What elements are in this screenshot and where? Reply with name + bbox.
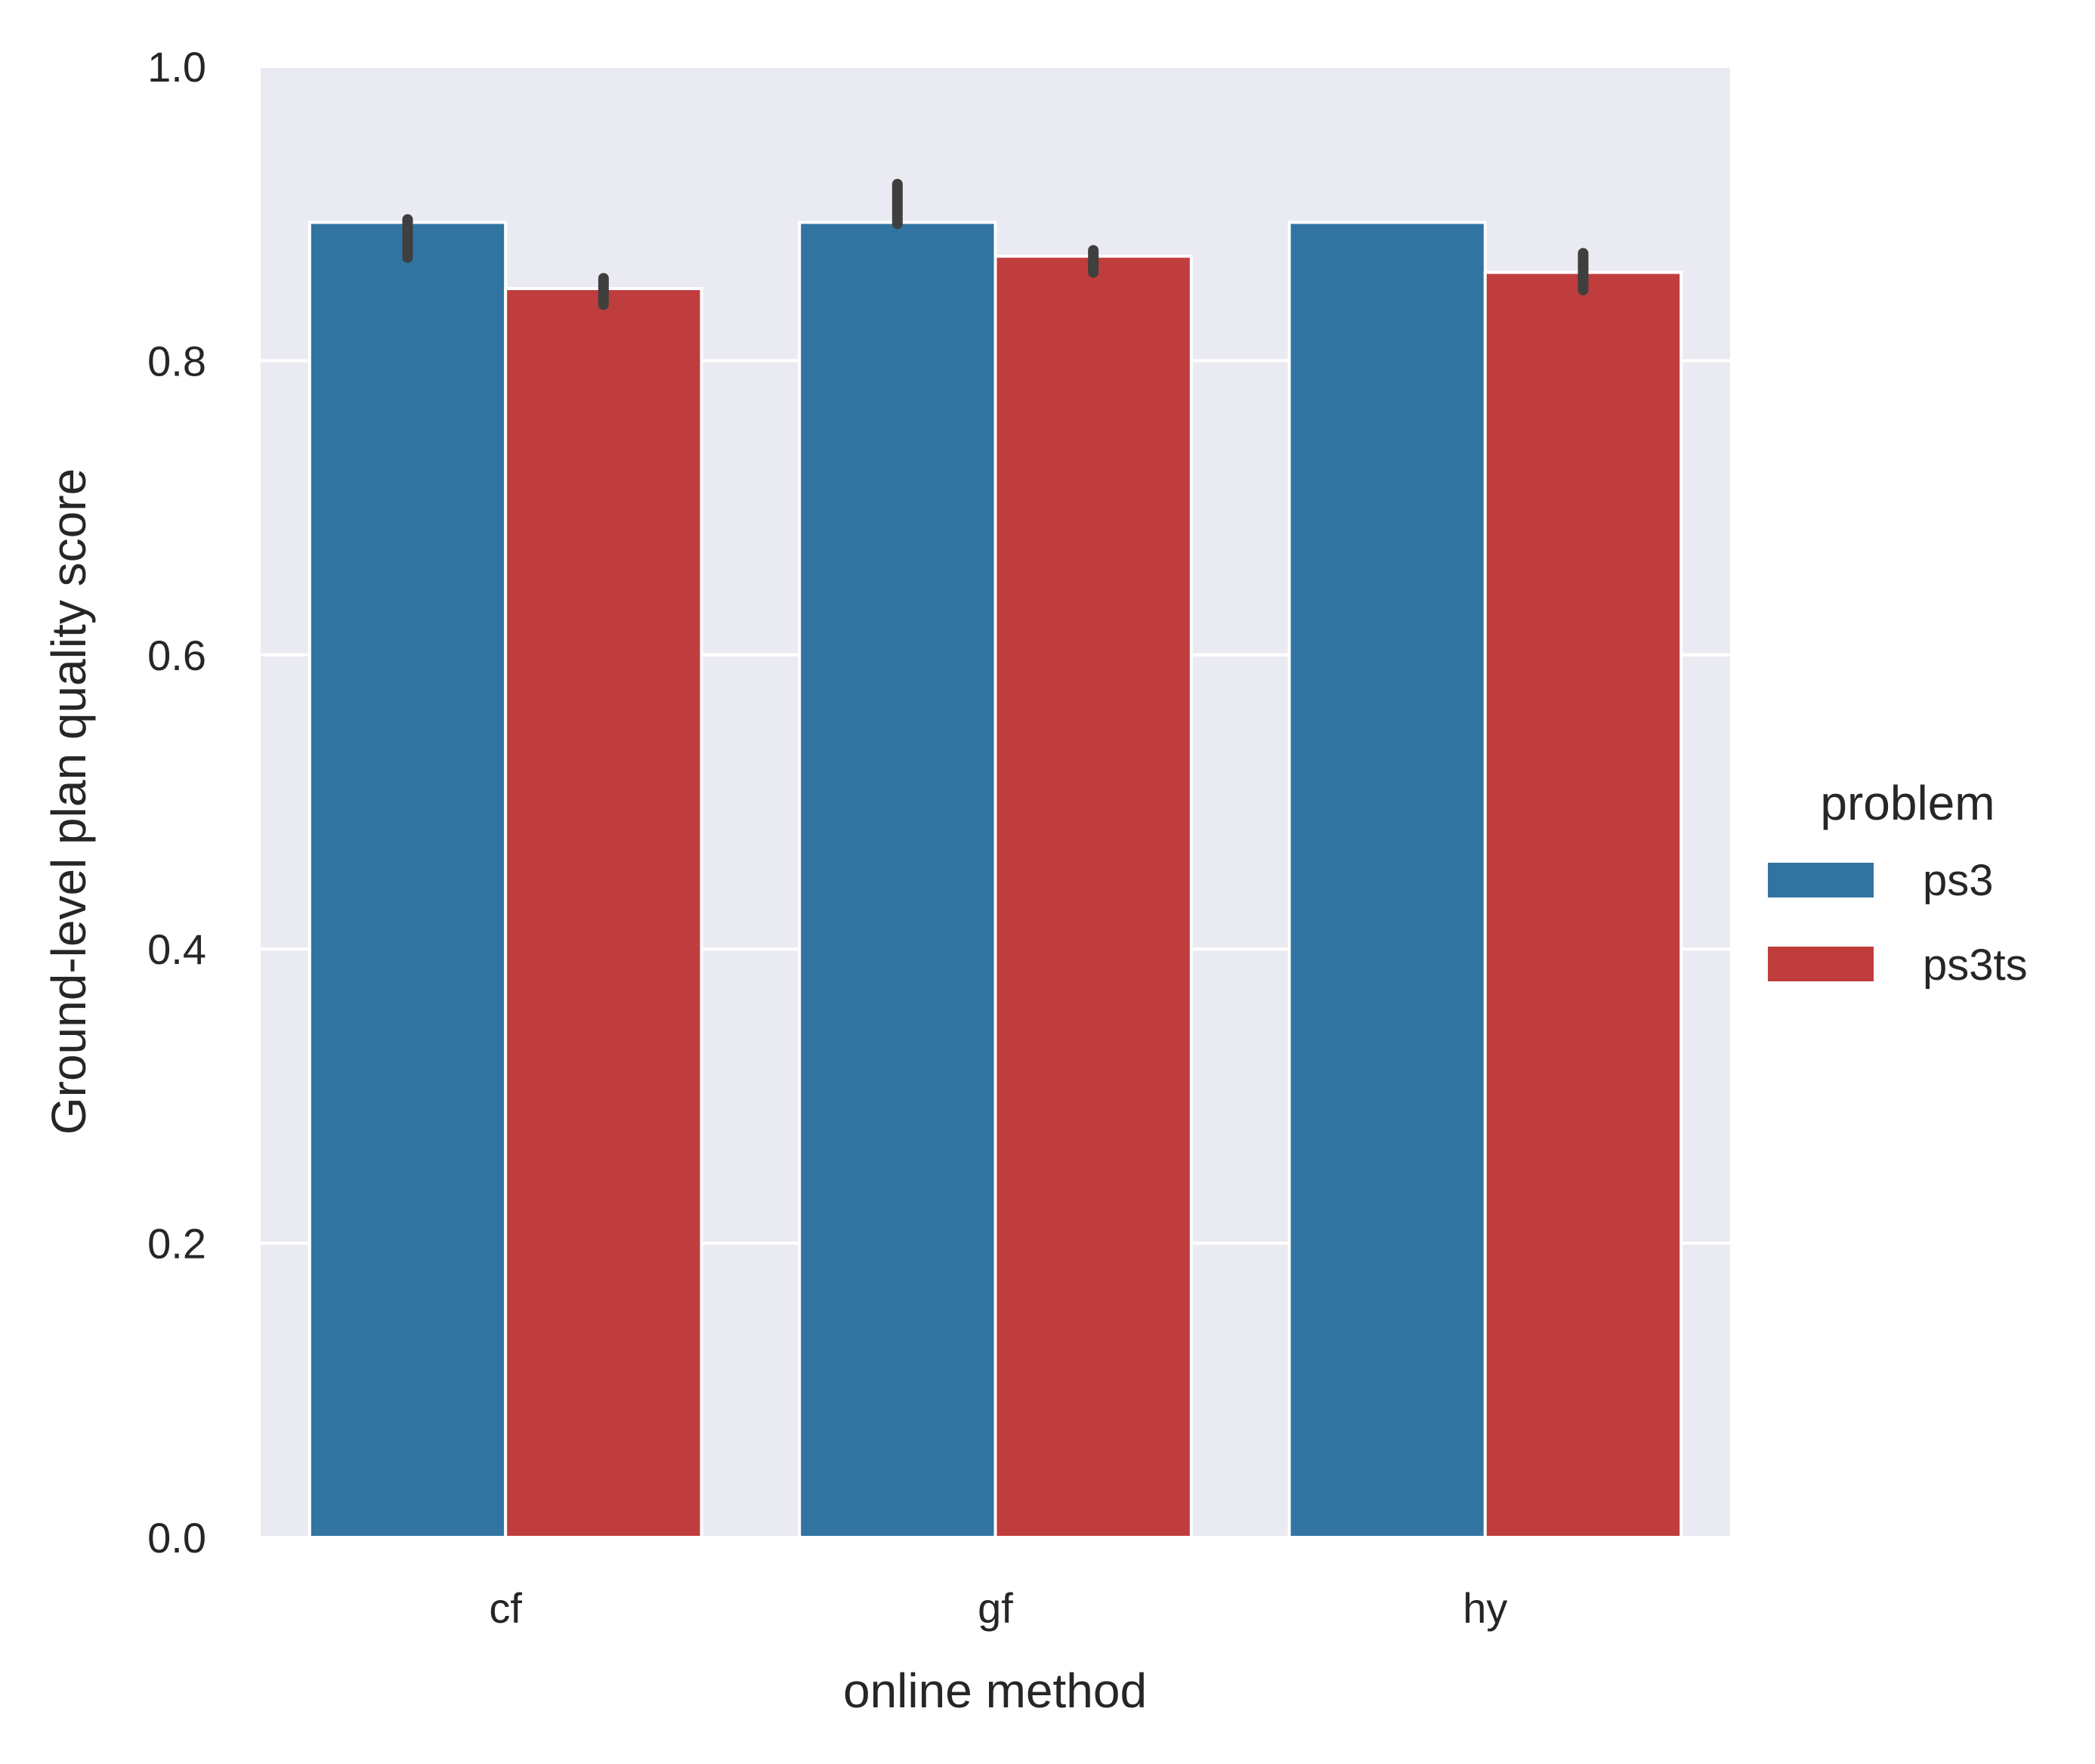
- legend-swatch-ps3ts: [1768, 947, 1874, 981]
- x-tick-label-cf: cf: [489, 1584, 522, 1632]
- y-tick-label: 0.2: [147, 1220, 206, 1268]
- legend-swatch-ps3: [1768, 863, 1874, 897]
- y-tick-label: 0.0: [147, 1514, 206, 1562]
- bar-ps3-cf: [307, 221, 508, 1540]
- x-tick-label-hy: hy: [1463, 1584, 1507, 1632]
- bar-ps3-gf: [798, 221, 997, 1540]
- legend-label-ps3: ps3: [1923, 856, 1994, 905]
- x-tick-label-gf: gf: [978, 1584, 1013, 1632]
- x-axis-title: online method: [843, 1664, 1147, 1718]
- y-tick-labels: 0.0 0.2 0.4 0.6 0.8 1.0: [147, 43, 206, 1562]
- error-bars: [402, 178, 1589, 310]
- bars: [307, 221, 1683, 1540]
- y-tick-label: 0.4: [147, 925, 206, 973]
- bar-ps3ts-gf: [993, 255, 1193, 1540]
- y-tick-label: 0.6: [147, 632, 206, 679]
- y-tick-label: 1.0: [147, 43, 206, 91]
- x-tick-labels: cf gf hy: [489, 1584, 1507, 1632]
- y-tick-label: 0.8: [147, 337, 206, 385]
- legend-title: problem: [1820, 776, 1995, 830]
- y-axis-title: Ground-level plan quality score: [42, 468, 96, 1135]
- bar-ps3ts-cf: [504, 286, 703, 1540]
- legend: problem ps3 ps3ts: [1768, 776, 2028, 990]
- bar-ps3-hy: [1287, 221, 1487, 1540]
- bar-ps3ts-hy: [1483, 270, 1683, 1540]
- legend-label-ps3ts: ps3ts: [1923, 941, 2028, 990]
